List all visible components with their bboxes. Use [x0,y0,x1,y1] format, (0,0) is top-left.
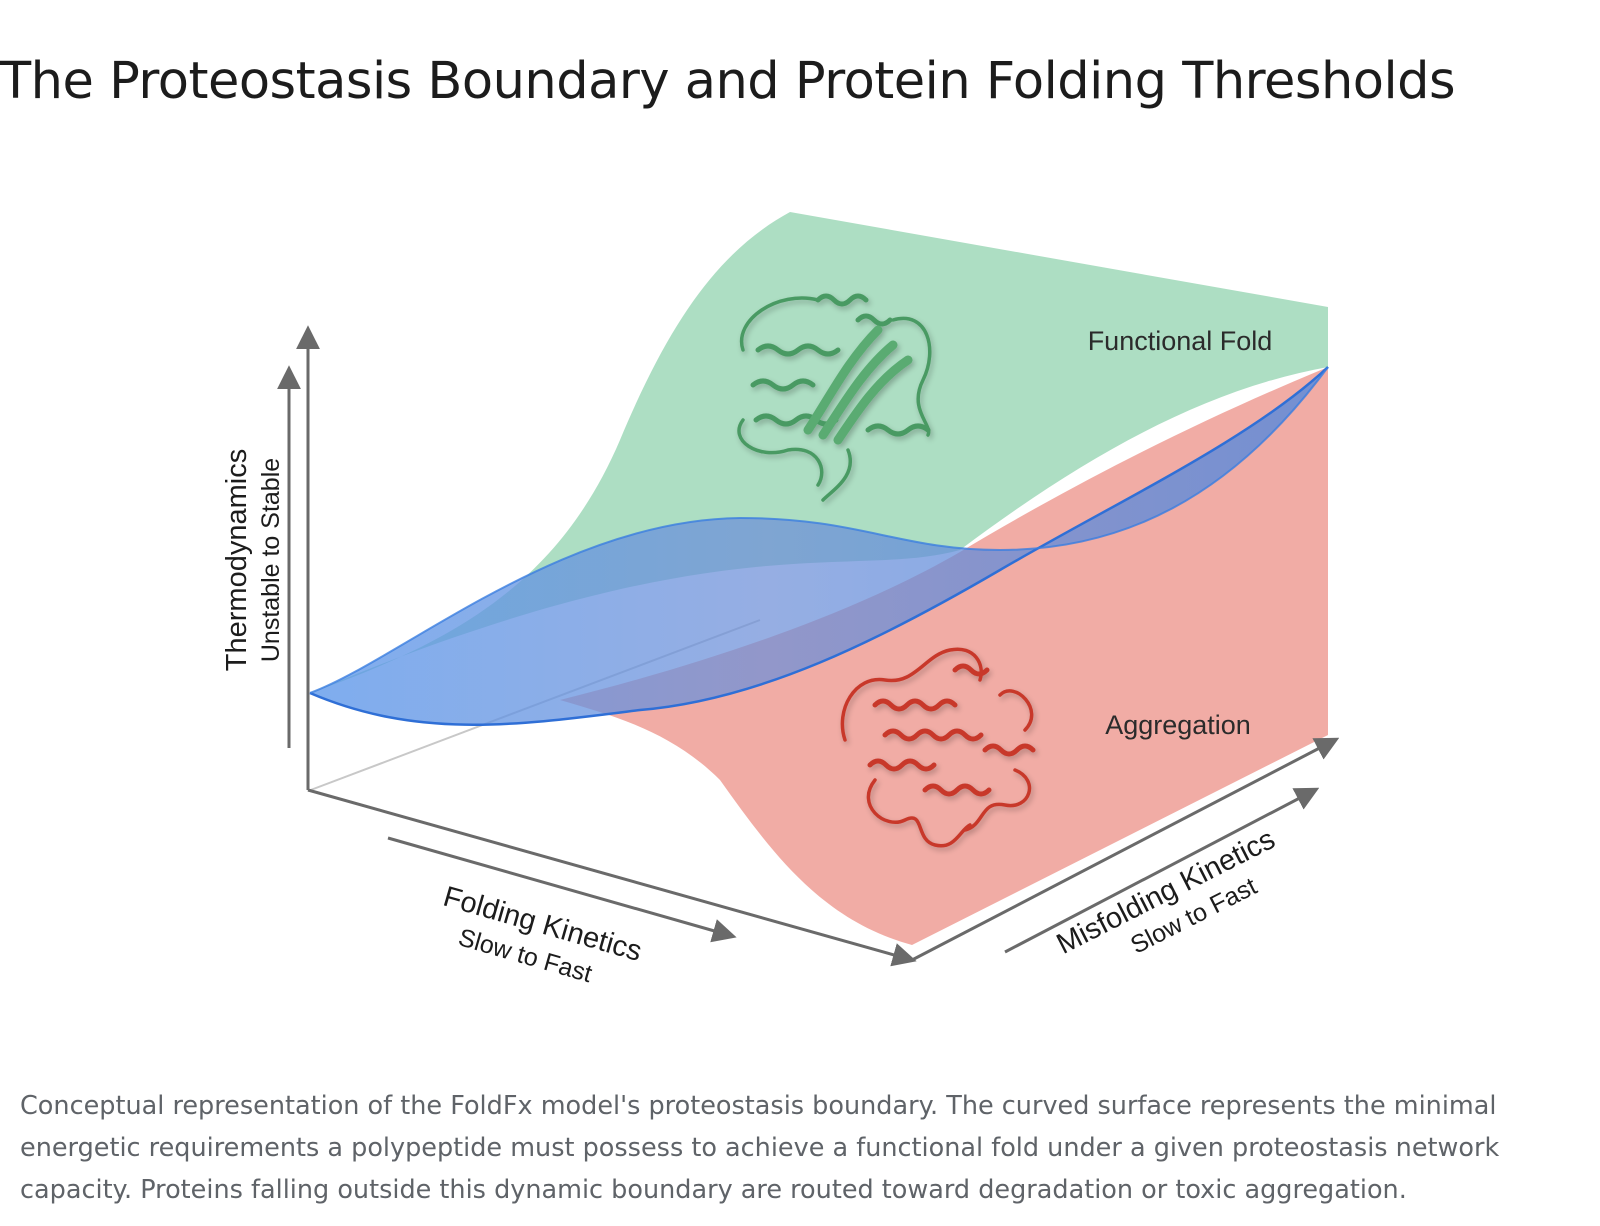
proteostasis-boundary-surface [310,367,1328,725]
folded-protein-icon [737,293,932,502]
folding-kinetics-axis-label: Folding Kinetics Slow to Fast [440,881,646,988]
boundary-surface-front-edge [309,366,1329,726]
thermodynamics-axis-range: Unstable to Stable [257,458,285,662]
functional-fold-label: Functional Fold [1088,326,1273,356]
figure-caption: Conceptual representation of the FoldFx … [20,1091,1500,1205]
diagram-canvas: Thermodynamics Unstable to Stable Foldin… [221,212,1340,988]
page-title: The Proteostasis Boundary and Protein Fo… [0,52,1456,111]
depth-axis-line [911,737,1340,962]
folding-kinetics-arrow [387,836,737,943]
misfolded-protein-icon [840,647,1036,848]
proteostasis-diagram: Thermodynamics Unstable to Stable Foldin… [0,140,1600,1060]
thermodynamics-axis-name: Thermodynamics [221,449,253,671]
misfolding-kinetics-arrow [1004,787,1320,954]
aggregation-label: Aggregation [1105,710,1251,740]
thermodynamics-axis-label: Thermodynamics Unstable to Stable [221,449,285,671]
boundary-surface-back-edge [309,366,1329,694]
base-axis-line [307,788,917,967]
